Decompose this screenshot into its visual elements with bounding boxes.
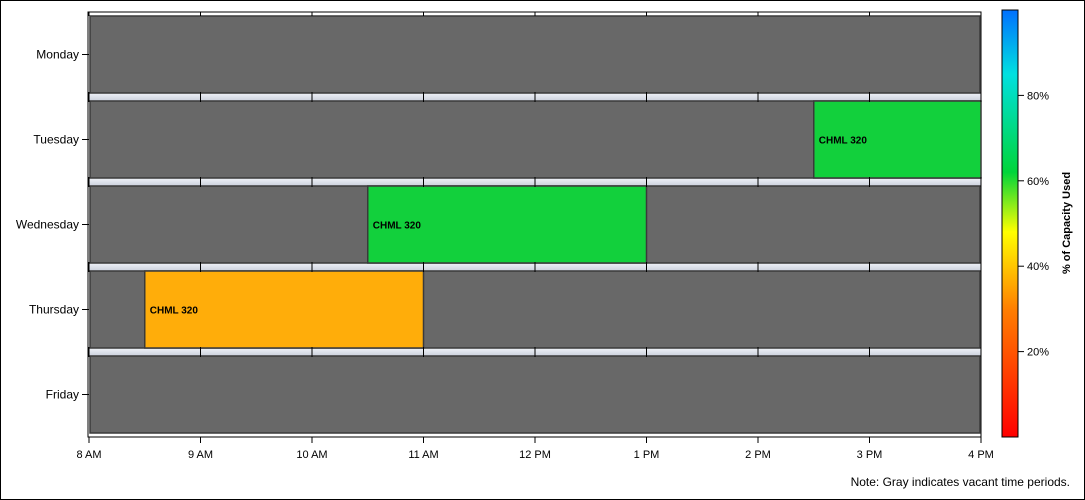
vacant-bar-friday [89,355,981,434]
x-tick-label: 4 PM [968,449,994,461]
y-tick-label-monday: Monday [36,48,79,62]
y-tick-label-wednesday: Wednesday [16,218,79,232]
booking-label-tuesday: CHML 320 [819,136,868,147]
y-tick-label-friday: Friday [46,388,79,402]
x-tick-label: 11 AM [408,449,438,461]
colorbar-tick-label: 80% [1027,90,1049,102]
vacant-note: Note: Gray indicates vacant time periods… [851,475,1070,489]
booking-bar-wednesday [367,185,648,264]
colorbar-title: % of Capacity Used [1061,172,1073,274]
x-tick-label: 3 PM [857,449,883,461]
colorbar-tick-label: 40% [1027,261,1049,273]
x-tick-label: 1 PM [634,449,660,461]
y-axis: Monday Tuesday Wednesday Thursday Friday [16,48,89,402]
booking-label-thursday: CHML 320 [150,306,199,317]
colorbar-gradient [1001,9,1019,438]
x-tick-label: 2 PM [745,449,771,461]
x-tick-label: 12 PM [519,449,551,461]
colorbar-tick-label: 60% [1027,176,1049,188]
booking-bars: CHML 320 CHML 320 CHML 320 [144,100,982,349]
y-tick-label-thursday: Thursday [29,303,79,317]
colorbar-ticks: 20% 40% 60% 80% [1018,90,1049,359]
colorbar-tick-label: 20% [1027,347,1049,359]
x-axis: 8 AM 9 AM 10 AM 11 AM 12 PM 1 PM 2 PM 3 PM 4 PM [76,12,994,461]
x-tick-label: 9 AM [188,449,213,461]
y-tick-label-tuesday: Tuesday [33,133,79,147]
booking-bar-tuesday [813,100,982,179]
x-tick-label: 8 AM [76,449,101,461]
x-tick-label: 10 AM [296,449,327,461]
booking-label-wednesday: CHML 320 [373,221,422,232]
booking-bar-thursday [144,270,425,349]
colorbar-legend: 20% 40% 60% 80% % of Capacity Used [1001,9,1073,438]
vacant-bar-monday [89,15,981,94]
